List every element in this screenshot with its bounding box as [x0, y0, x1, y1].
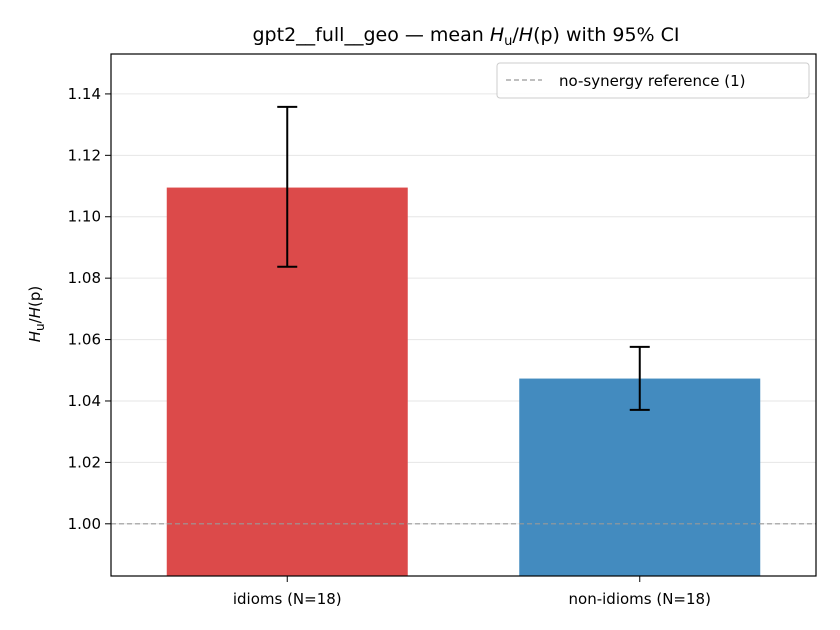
error-bars	[277, 105, 650, 411]
y-tick-label: 1.10	[68, 208, 101, 226]
bars	[166, 187, 761, 576]
y-tick-label: 1.06	[68, 331, 101, 349]
y-axis: 1.00 1.02 1.04 1.06 1.08 1.10 1.12 1.14	[68, 85, 111, 533]
legend-entry-reference: no-synergy reference (1)	[559, 72, 746, 90]
x-tick-label: non-idioms (N=18)	[569, 590, 711, 608]
y-tick-label: 1.02	[68, 453, 101, 471]
x-axis: idioms (N=18) non-idioms (N=18)	[233, 576, 711, 608]
y-tick-label: 1.04	[68, 392, 101, 410]
chart-title: gpt2__full__geo — mean Hu/H(p) with 95% …	[253, 24, 680, 49]
y-axis-label: Hu/H(p)	[26, 286, 47, 342]
plot-frame	[110, 53, 817, 577]
bar-1	[519, 378, 761, 576]
legend: no-synergy reference (1)	[496, 62, 810, 99]
legend-box	[496, 62, 810, 99]
x-tick-label: idioms (N=18)	[233, 590, 342, 608]
y-tick-label: 1.00	[68, 515, 101, 533]
y-tick-label: 1.14	[68, 85, 101, 103]
y-tick-label: 1.08	[68, 269, 101, 287]
y-tick-label: 1.12	[68, 146, 101, 164]
